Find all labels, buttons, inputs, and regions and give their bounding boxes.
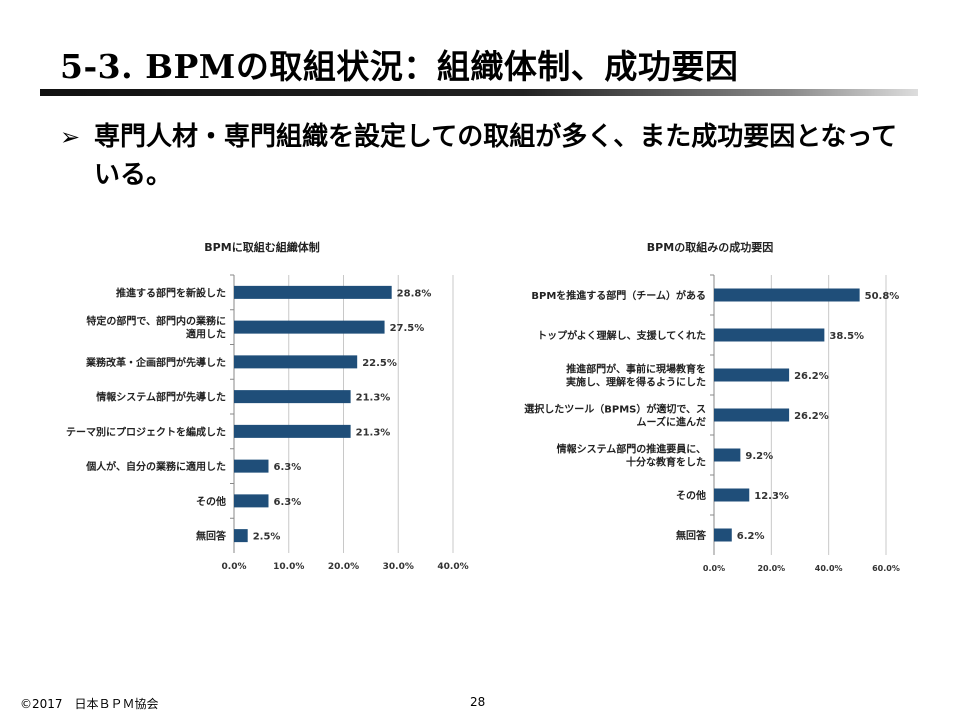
bar — [714, 448, 741, 462]
value-label: 26.2% — [794, 411, 829, 422]
category-label: 十分な教育をした — [626, 456, 706, 469]
chart-success-factors: BPMの取組みの成功要因 0.0% 20.0% 40.0% 60.0% 50.8% BPMを… — [500, 235, 920, 585]
x-tick-label: 60.0% — [872, 564, 900, 573]
category-label: その他 — [196, 495, 226, 508]
bar — [234, 424, 351, 438]
bar — [234, 355, 358, 369]
category-label: 選択したツール（BPMS）が適切で、ス — [524, 403, 706, 416]
category-label: 情報システム部門の推進要員に、 — [557, 443, 706, 456]
category-label: 情報システム部門が先導した — [96, 391, 226, 404]
x-tick-label: 10.0% — [273, 562, 304, 572]
bullet-marker: ➢ — [60, 123, 81, 151]
bar — [714, 328, 825, 342]
category-label: 実施し、理解を得るようにした — [566, 376, 706, 389]
bar — [234, 285, 392, 299]
value-label: 9.2% — [745, 451, 773, 462]
bar — [714, 288, 860, 302]
value-label: 26.2% — [794, 371, 829, 382]
bullet-text: 専門人材・専門組織を設定しての取組が多く、また成功要因となっている。 — [94, 122, 898, 190]
value-label: 27.5% — [390, 323, 425, 334]
value-label: 6.3% — [273, 497, 301, 508]
value-label: 22.5% — [362, 358, 397, 369]
value-label: 6.3% — [273, 462, 301, 473]
chart-svg: BPMの取組みの成功要因 0.0% 20.0% 40.0% 60.0% 50.8% BPMを… — [524, 240, 900, 573]
x-tick-label: 30.0% — [383, 562, 414, 572]
bar — [234, 494, 269, 508]
category-label: 業務改革・企画部門が先導した — [85, 356, 226, 369]
x-tick-label: 20.0% — [757, 564, 785, 573]
page-number: 28 — [470, 695, 486, 709]
value-label: 21.3% — [356, 427, 391, 438]
category-label: テーマ別にプロジェクトを編成した — [66, 425, 226, 438]
bar — [234, 320, 385, 334]
x-tick-label: 0.0% — [703, 564, 725, 573]
footer-copyright: ©2017 日本ＢＰＭ協会 — [20, 697, 159, 711]
title-underline — [40, 89, 918, 96]
chart-title: BPMに取組む組織体制 — [204, 240, 319, 254]
bar — [714, 488, 750, 502]
category-label: トップがよく理解し、支援してくれた — [537, 329, 706, 342]
x-tick-label: 20.0% — [328, 562, 359, 572]
category-label: 個人が、自分の業務に適用した — [85, 460, 226, 473]
chart-title: BPMの取組みの成功要因 — [647, 240, 773, 254]
bar — [234, 459, 269, 473]
bar — [234, 390, 351, 404]
category-label: 無回答 — [676, 529, 707, 542]
value-label: 50.8% — [865, 291, 900, 302]
bar — [714, 528, 732, 542]
x-tick-label: 0.0% — [222, 562, 247, 572]
category-label: BPMを推進する部門（チーム）がある — [531, 289, 706, 302]
value-label: 6.2% — [737, 531, 765, 542]
chart-svg: BPMに取組む組織体制 0.0% 10.0% 20.0% 30.0% 40.0% 28.8%… — [66, 240, 469, 572]
x-tick-label: 40.0% — [815, 564, 843, 573]
category-label: その他 — [676, 489, 706, 502]
bar — [714, 368, 790, 382]
value-label: 38.5% — [829, 331, 864, 342]
category-label: 推進する部門を新設した — [116, 286, 226, 299]
category-label: 特定の部門で、部門内の業務に — [86, 315, 226, 328]
slide-title: 5-3. BPMの取組状況：組織体制、成功要因 — [60, 47, 739, 86]
value-label: 12.3% — [754, 491, 789, 502]
bar — [234, 529, 248, 543]
bar — [714, 408, 790, 422]
value-label: 21.3% — [356, 393, 391, 404]
category-label: ムーズに進んだ — [637, 416, 707, 429]
category-label: 適用した — [186, 328, 226, 341]
category-label: 無回答 — [196, 530, 227, 543]
value-label: 2.5% — [253, 532, 281, 543]
chart-organization: BPMに取組む組織体制 0.0% 10.0% 20.0% 30.0% 40.0% 28.8%… — [40, 235, 480, 585]
value-label: 28.8% — [397, 288, 432, 299]
category-label: 推進部門が、事前に現場教育を — [566, 363, 706, 376]
x-tick-label: 40.0% — [437, 562, 468, 572]
